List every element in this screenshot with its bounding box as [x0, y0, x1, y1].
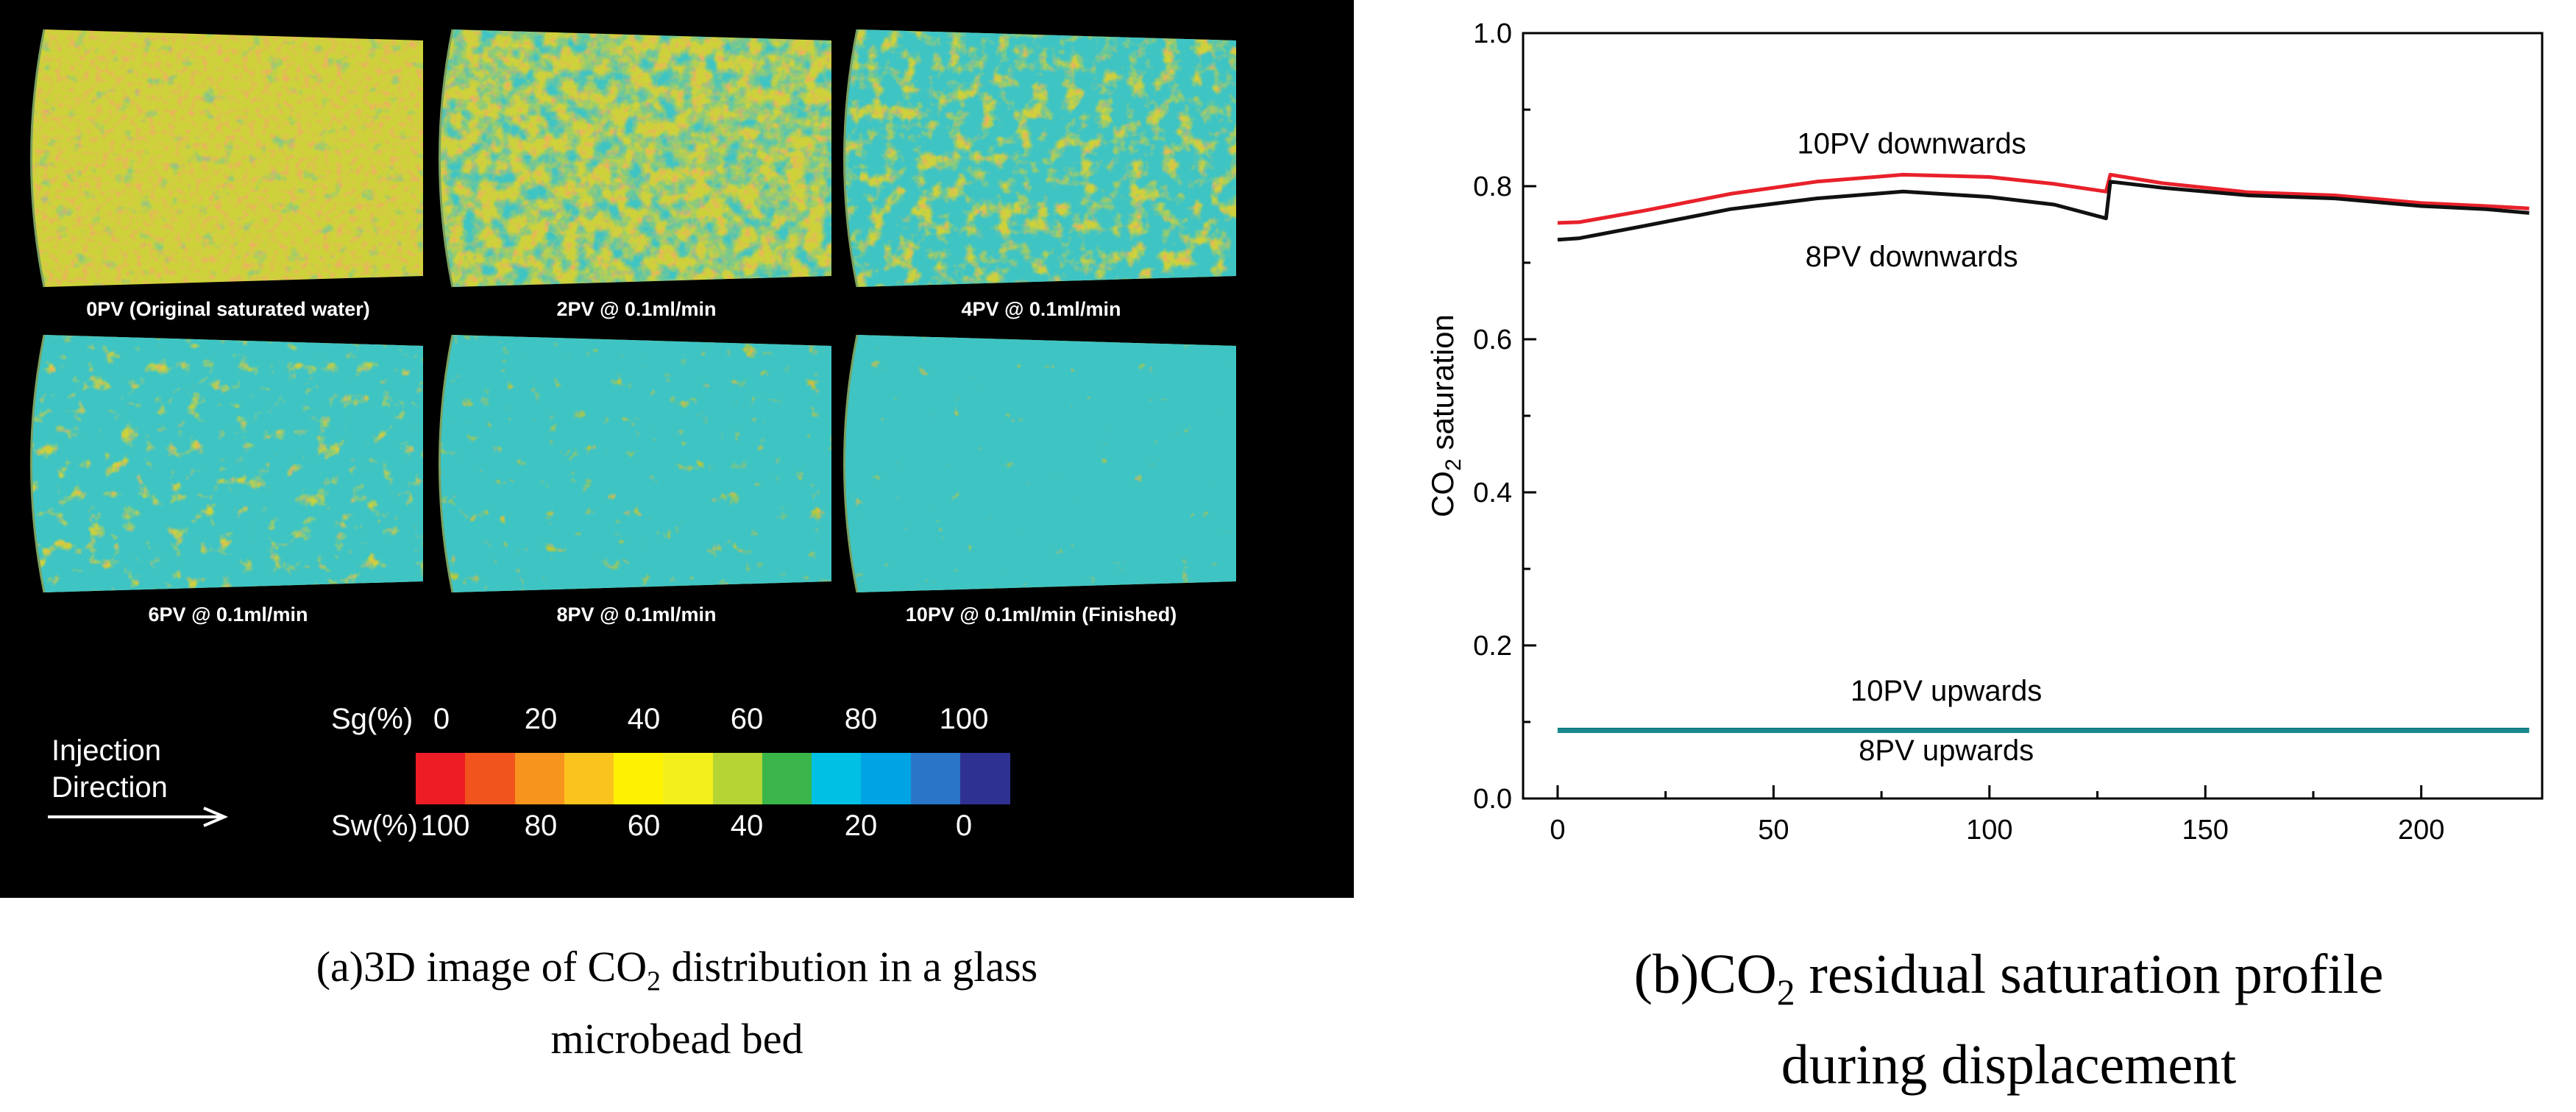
bed-caption: 10PV @ 0.1ml/min (Finished): [905, 603, 1177, 626]
injection-arrow-icon: [48, 807, 229, 827]
colorbar-cell: [959, 753, 1010, 804]
colorbar-cell: [663, 753, 713, 804]
caption-b-line1: (b)CO2 residual saturation profile: [1442, 938, 2575, 1029]
y-tick-label: 0.8: [1473, 171, 1512, 202]
colorbar-cell: [762, 753, 812, 804]
injection-label-line1: Injection: [52, 734, 161, 767]
bed-image: [22, 327, 434, 598]
colorbar-cell: [514, 753, 565, 804]
colorbar-cell: [614, 753, 664, 804]
caption-b: (b)CO2 residual saturation profile durin…: [1442, 938, 2575, 1101]
y-axis-title-sub: 2: [1441, 458, 1466, 471]
y-axis-title-main: CO: [1425, 471, 1460, 517]
injection-label-line2: Direction: [52, 771, 168, 804]
bed-image: [835, 22, 1247, 293]
sw-tick: 80: [524, 810, 558, 842]
colorbar-cell: [416, 753, 466, 804]
sg-tick: 0: [433, 703, 450, 735]
series-annotation: 10PV upwards: [1851, 675, 2042, 707]
x-tick-label: 100: [1966, 815, 2012, 846]
caption-a-sub: 2: [647, 966, 661, 997]
sg-tick: 40: [627, 703, 661, 735]
x-tick-label: 0: [1550, 815, 1565, 846]
sg-tick: 100: [939, 703, 989, 735]
colorbar-cell: [564, 753, 614, 804]
sw-tick: 60: [627, 810, 661, 842]
co2-saturation-chart: 0 50 100 150 200 0.0 0.2 0.4 0.6 0.8 1.0 10PV down…: [1425, 18, 2544, 846]
bed-caption: 4PV @ 0.1ml/min: [961, 298, 1121, 320]
caption-a-line1: (a)3D image of CO2 distribution in a gla…: [88, 938, 1266, 1010]
sg-tick: 80: [844, 703, 878, 735]
colorbar-cell: [861, 753, 911, 804]
series-annotation: 10PV downwards: [1798, 127, 2026, 160]
sg-tick: 60: [730, 703, 764, 735]
y-tick-label: 0.0: [1473, 784, 1512, 815]
sg-label: Sg(%): [331, 703, 414, 735]
bed-caption: 0PV (Original saturated water): [86, 298, 370, 320]
x-tick-label: 200: [2398, 815, 2444, 846]
caption-a-line2: microbead bed: [550, 1014, 803, 1063]
caption-b-line2: during displacement: [1781, 1034, 2237, 1097]
sw-tick: 100: [420, 810, 470, 842]
y-axis-title-rest: saturation: [1425, 314, 1460, 458]
sw-label: Sw(%): [331, 810, 418, 842]
colorbar-cell: [712, 753, 763, 804]
colorbar-cell: [812, 753, 862, 804]
sg-tick: 20: [524, 703, 558, 735]
series-line-8pv-downwards: [1557, 180, 2530, 242]
sw-tick: 40: [730, 810, 764, 842]
y-axis-title: CO2 saturation: [1425, 314, 1466, 517]
bed-caption: 2PV @ 0.1ml/min: [556, 298, 717, 320]
caption-b-prefix: (b)CO: [1633, 943, 1777, 1005]
x-tick-label: 150: [2182, 815, 2229, 846]
series-annotation: 8PV downwards: [1806, 241, 2018, 273]
injection-direction-label: Injection Direction: [52, 732, 168, 806]
caption-b-sub: 2: [1776, 972, 1795, 1013]
bed-image: [430, 22, 842, 293]
y-tick-label: 0.4: [1473, 478, 1512, 509]
bed-image: [430, 327, 842, 598]
sw-tick: 20: [844, 810, 878, 842]
series-annotation: 8PV upwards: [1859, 734, 2034, 767]
panel-a-3d-images: 0PV (Original saturated water) 2PV @ 0.1m…: [0, 0, 1354, 898]
caption-a: (a)3D image of CO2 distribution in a gla…: [88, 938, 1266, 1068]
colorbar-cell: [465, 753, 515, 804]
y-tick-label: 1.0: [1473, 18, 1512, 49]
y-tick-label: 0.6: [1473, 325, 1512, 355]
caption-b-suffix: residual saturation profile: [1795, 943, 2384, 1005]
bed-caption: 8PV @ 0.1ml/min: [556, 603, 717, 626]
plot-frame: [1522, 32, 2544, 800]
series-line-10pv-downwards: [1557, 172, 2530, 225]
y-tick-label: 0.2: [1473, 631, 1512, 662]
bed-caption: 6PV @ 0.1ml/min: [148, 603, 308, 626]
bed-image: [22, 22, 434, 293]
caption-a-prefix: (a)3D image of CO: [316, 943, 647, 991]
x-tick-label: 50: [1758, 815, 1789, 846]
colorbar-cell: [910, 753, 961, 804]
sw-tick: 0: [955, 810, 973, 842]
bed-image: [835, 327, 1247, 598]
caption-a-suffix: distribution in a glass: [660, 943, 1038, 991]
